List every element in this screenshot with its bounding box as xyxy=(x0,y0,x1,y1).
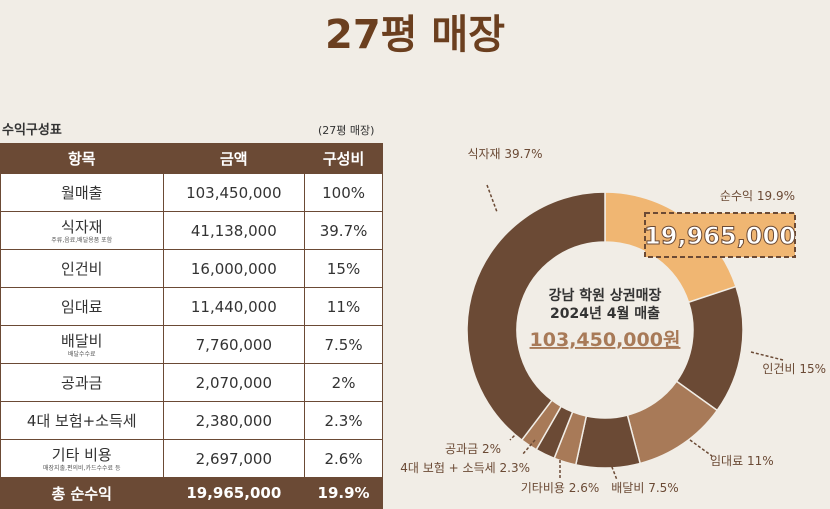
table-footer: 총 순수익 19,965,000 19.9% xyxy=(0,477,383,509)
table-row: 공과금 2,070,000 2% xyxy=(0,363,383,402)
segment-name: 인건비 xyxy=(762,362,795,376)
table-note: (27평 매장) xyxy=(318,124,375,137)
table-row: 4대 보험+소득세 2,380,000 2.3% xyxy=(0,401,383,440)
item-cell: 임대료 xyxy=(0,287,164,326)
table-row: 기타 비용 매장지출,편의비,카드수수료 등 2,697,000 2.6% xyxy=(0,439,383,478)
ratio-cell: 39.7% xyxy=(304,211,383,250)
amount-cell: 41,138,000 xyxy=(162,211,306,250)
center-total: 103,450,000원 xyxy=(530,329,681,351)
segment-name: 식자재 xyxy=(467,147,500,161)
item-cell: 배달비 배달수수료 xyxy=(0,325,164,364)
page-title: 27평 매장 xyxy=(325,12,505,58)
item-note: 배달수수료 xyxy=(67,351,96,358)
item-label: 기타 비용 xyxy=(51,446,112,464)
leader-line xyxy=(486,184,498,213)
table-row: 임대료 11,440,000 11% xyxy=(0,287,383,326)
item-cell: 월매출 xyxy=(0,173,164,212)
leader-line xyxy=(689,439,713,457)
segment-label: 기타비용 2.6% xyxy=(521,481,600,495)
segment-value: 2.6% xyxy=(569,481,600,495)
table-row: 인건비 16,000,000 15% xyxy=(0,249,383,288)
ratio-cell: 2.3% xyxy=(304,401,383,440)
segment-name: 기타비용 xyxy=(521,481,565,495)
segment-value: 2.3% xyxy=(500,461,531,475)
item-label: 월매출 xyxy=(61,184,103,202)
table-row: 월매출 103,450,000 100% xyxy=(0,173,383,212)
amount-cell: 16,000,000 xyxy=(162,249,306,288)
segment-label: 공과금 2% xyxy=(445,442,501,456)
segment-name: 공과금 xyxy=(445,442,478,456)
segment-value: 15% xyxy=(799,362,826,376)
leader-line xyxy=(509,424,526,441)
leader-line xyxy=(609,461,618,481)
segment-name: 순수익 xyxy=(720,189,753,203)
center-line: 2024년 4월 매출 xyxy=(550,305,660,322)
item-cell: 공과금 xyxy=(0,363,164,402)
segment-name: 임대료 xyxy=(710,454,743,468)
item-label: 배달비 xyxy=(61,332,103,350)
ratio-cell: 2.6% xyxy=(304,439,383,478)
segment-name: 배달비 xyxy=(611,481,644,495)
segment-value: 2% xyxy=(482,442,501,456)
table-row: 배달비 배달수수료 7,760,000 7.5% xyxy=(0,325,383,364)
segment-label: 배달비 7.5% xyxy=(611,481,678,495)
amount-cell: 2,697,000 xyxy=(162,439,306,478)
item-cell: 인건비 xyxy=(0,249,164,288)
item-label: 인건비 xyxy=(61,260,103,278)
amount-cell: 7,760,000 xyxy=(162,325,306,364)
segment-label: 인건비 15% xyxy=(762,362,826,376)
leader-line xyxy=(750,351,784,361)
ratio-cell: 2% xyxy=(304,363,383,402)
amount-cell: 103,450,000 xyxy=(162,173,306,212)
ratio-cell: 15% xyxy=(304,249,383,288)
amount-cell: 2,070,000 xyxy=(162,363,306,402)
center-line: 강남 학원 상권매장 xyxy=(549,287,662,304)
segment-label: 순수익 19.9% xyxy=(720,189,795,203)
highlight-value: 19,965,000 xyxy=(644,222,796,250)
item-cell: 기타 비용 매장지출,편의비,카드수수료 등 xyxy=(0,439,164,478)
donut-chart: 순수익 19.9% 인건비 15% 임대료 11% 배달비 7.5% 기타비용 2.6%… xyxy=(400,147,826,495)
ratio-cell: 11% xyxy=(304,287,383,326)
donut-segment xyxy=(466,191,606,442)
table-header: 구성비 xyxy=(304,143,383,174)
segment-value: 11% xyxy=(747,454,774,468)
item-note: 매장지출,편의비,카드수수료 등 xyxy=(43,465,121,472)
footer-cell: 19.9% xyxy=(304,477,383,509)
table-header: 항목 xyxy=(0,143,164,174)
table-title: 수익구성표 xyxy=(2,123,62,138)
item-cell: 4대 보험+소득세 xyxy=(0,401,164,440)
item-label: 임대료 xyxy=(61,298,103,316)
footer-cell: 19,965,000 xyxy=(162,477,306,509)
ratio-cell: 7.5% xyxy=(304,325,383,364)
segment-label: 4대 보험 + 소득세 2.3% xyxy=(400,461,530,475)
segment-value: 39.7% xyxy=(504,147,542,161)
segment-value: 19.9% xyxy=(757,189,795,203)
item-label: 4대 보험+소득세 xyxy=(26,412,137,430)
ratio-cell: 100% xyxy=(304,173,383,212)
item-label: 식자재 xyxy=(61,218,103,236)
segment-label: 임대료 11% xyxy=(710,454,774,468)
segment-label: 식자재 39.7% xyxy=(467,147,542,161)
segment-name: 4대 보험 + 소득세 xyxy=(400,461,495,475)
item-cell: 식자재 주류,음료,배달용품 포함 xyxy=(0,211,164,250)
highlight-box xyxy=(644,212,796,258)
leader-line xyxy=(521,439,536,456)
table-row: 식자재 주류,음료,배달용품 포함 41,138,000 39.7% xyxy=(0,211,383,250)
amount-cell: 11,440,000 xyxy=(162,287,306,326)
table-header: 금액 xyxy=(162,143,306,174)
amount-cell: 2,380,000 xyxy=(162,401,306,440)
item-note: 주류,음료,배달용품 포함 xyxy=(51,237,113,244)
footer-cell: 총 순수익 xyxy=(0,477,164,509)
item-label: 공과금 xyxy=(61,374,103,392)
segment-value: 7.5% xyxy=(648,481,679,495)
